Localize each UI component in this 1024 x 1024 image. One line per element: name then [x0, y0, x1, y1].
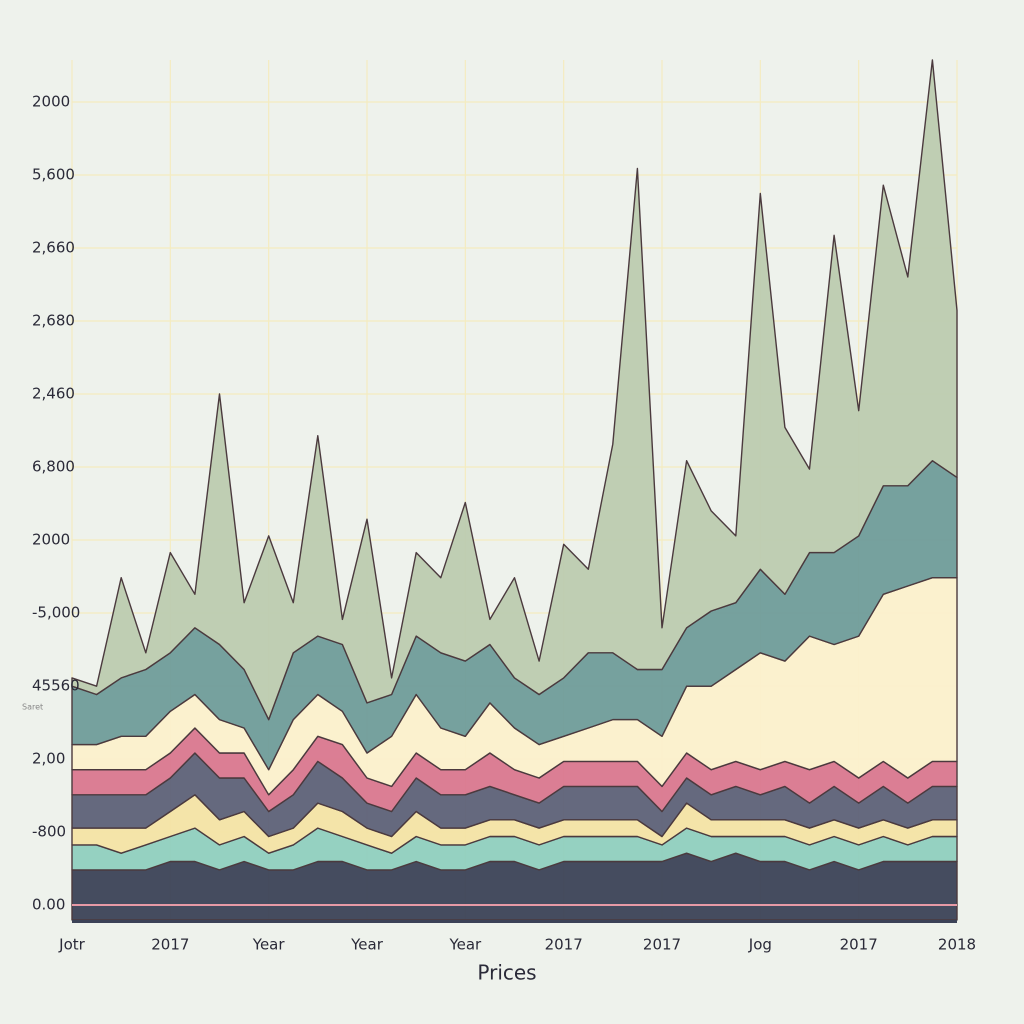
x-tick-label: 2017: [151, 936, 189, 954]
y-tick-label: 45560: [32, 677, 80, 695]
y-tick-label: 2000: [32, 531, 70, 549]
y-tick-label: 2,00: [32, 750, 65, 768]
y-tick-label: -5,000: [32, 604, 80, 622]
x-tick-label: Year: [448, 936, 482, 954]
y-tick-label: 0.00: [32, 896, 65, 914]
x-axis-label: Prices: [477, 961, 536, 985]
y-tick-label: -800: [32, 823, 66, 841]
y-tick-label: 2,680: [32, 312, 75, 330]
x-tick-label: Year: [350, 936, 384, 954]
annotation: Saret: [22, 703, 43, 712]
axis-band: [72, 920, 957, 923]
x-tick-label: Jog: [748, 936, 772, 954]
y-tick-label: 6,800: [32, 458, 75, 476]
x-tick-label: 2017: [840, 936, 878, 954]
area-layer: [71, 59, 958, 721]
x-tick-label: 2017: [545, 936, 583, 954]
y-tick-label: 2,460: [32, 385, 75, 403]
x-tick-label: Jotr: [58, 936, 85, 954]
y-tick-label: 2000: [32, 93, 70, 111]
y-tick-label: 5,600: [32, 166, 75, 184]
x-tick-label: Year: [252, 936, 286, 954]
x-tick-label: 2018: [938, 936, 976, 954]
x-tick-label: 2017: [643, 936, 681, 954]
y-tick-label: 2,660: [32, 239, 75, 257]
